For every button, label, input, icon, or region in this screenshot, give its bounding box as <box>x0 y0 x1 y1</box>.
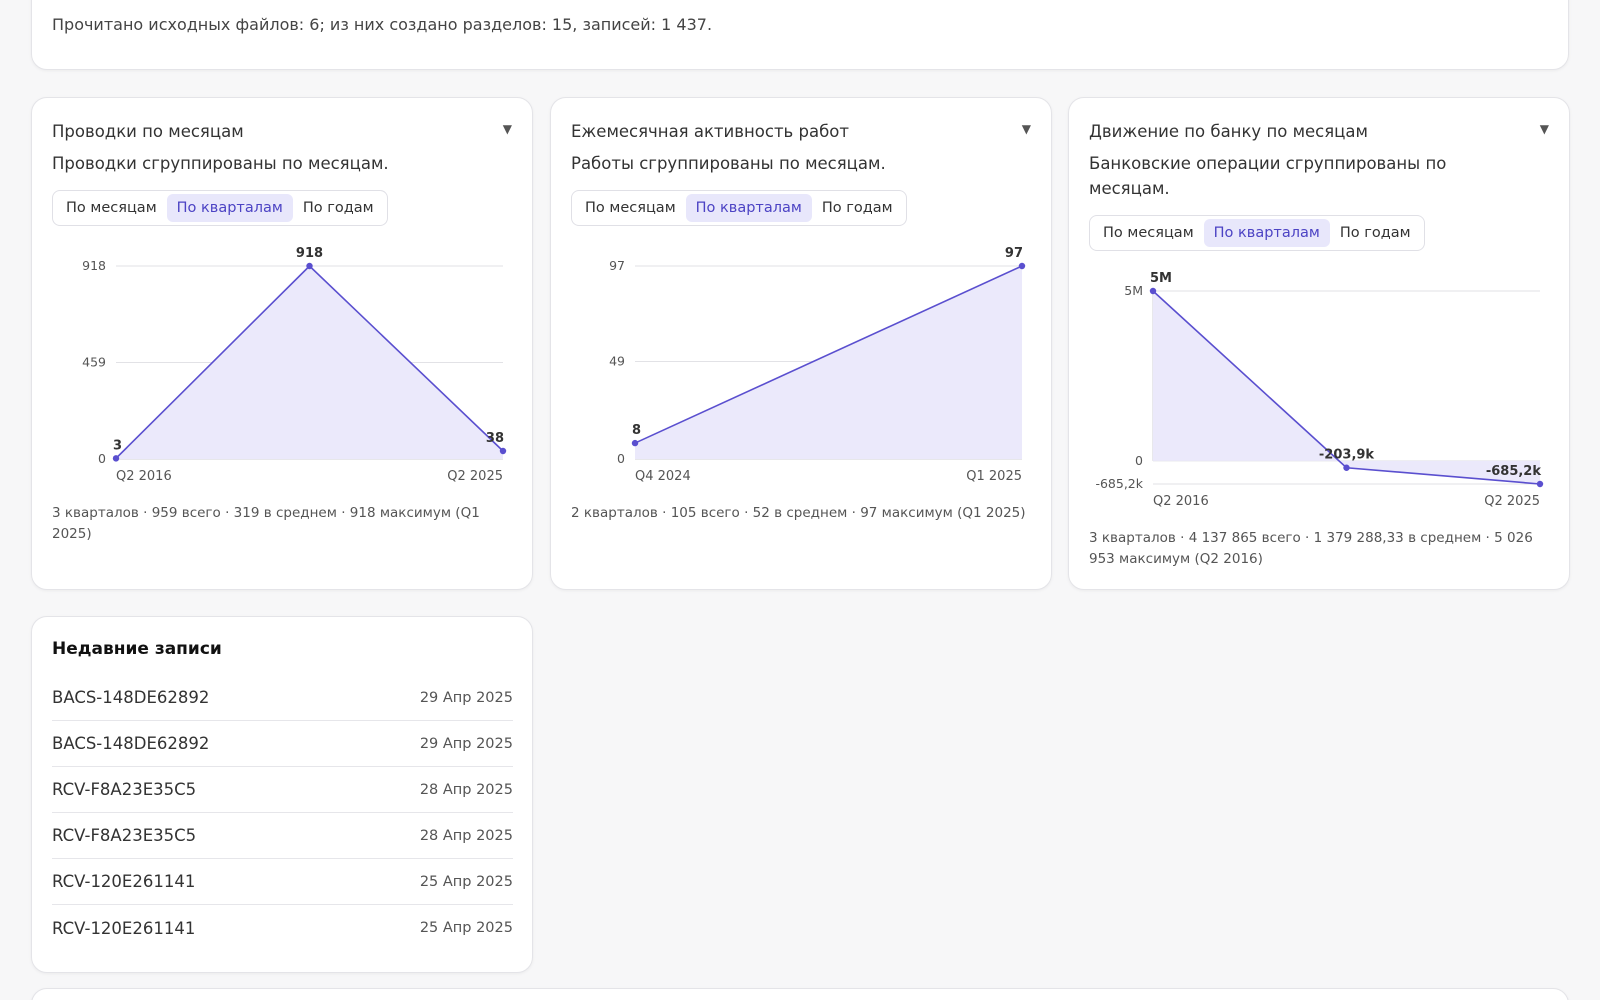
x-tick-label: Q1 2025 <box>966 469 1022 484</box>
period-toggle: По месяцам По кварталам По годам <box>52 190 388 226</box>
data-point <box>306 262 313 270</box>
data-label: 97 <box>1005 246 1023 261</box>
x-tick-label: Q2 2025 <box>1484 494 1540 509</box>
toggle-monthly[interactable]: По месяцам <box>1093 219 1204 247</box>
toggle-yearly[interactable]: По годам <box>293 194 384 222</box>
data-label: -203,9k <box>1319 448 1375 463</box>
chart-card-postings: Проводки по месяцам ▼ Проводки сгруппиро… <box>31 97 533 590</box>
chart-description: Проводки сгруппированы по месяцам. <box>52 154 389 173</box>
y-tick-label: 459 <box>82 355 106 370</box>
data-point <box>1536 480 1544 488</box>
chart-stats: 3 кварталов · 959 всего · 319 в среднем … <box>52 505 480 542</box>
data-point <box>1018 262 1026 270</box>
record-id: BACS-148DE62892 <box>52 688 210 707</box>
chart-description: Работы сгруппированы по месяцам. <box>571 154 886 173</box>
record-id: RCV-F8A23E35C5 <box>52 826 197 845</box>
y-tick-label: 0 <box>98 451 106 466</box>
series-line <box>634 265 1023 444</box>
chevron-down-icon[interactable]: ▼ <box>1021 122 1031 136</box>
area-chart-bank: -685,2k 0 5M 5M -203,9k -685,2k Q2 2016 Q2 2025 <box>1095 271 1544 509</box>
summary-card: Прочитано исходных файлов: 6; из них соз… <box>31 0 1569 70</box>
chevron-down-icon[interactable]: ▼ <box>502 122 512 136</box>
x-tick-label: Q4 2024 <box>635 469 691 484</box>
toggle-quarterly[interactable]: По кварталам <box>685 194 812 222</box>
chart-card-works: Ежемесячная активность работ ▼ Работы сг… <box>550 97 1052 590</box>
chart-title: Ежемесячная активность работ <box>571 122 849 141</box>
toggle-quarterly[interactable]: По кварталам <box>1203 219 1330 247</box>
series-area <box>116 266 503 459</box>
y-tick-label: 918 <box>82 258 106 273</box>
next-section-card <box>31 988 1569 1000</box>
toggle-monthly[interactable]: По месяцам <box>56 194 167 222</box>
toggle-yearly[interactable]: По годам <box>812 194 903 222</box>
chart-stats: 3 кварталов · 4 137 865 всего · 1 379 28… <box>1089 530 1533 567</box>
chart-stats: 2 кварталов · 105 всего · 52 в среднем ·… <box>571 505 1026 521</box>
data-label: -685,2k <box>1486 464 1542 479</box>
record-id: RCV-120E261141 <box>52 918 196 938</box>
area-chart-postings: 0 459 918 3 918 38 Q2 2016 Q2 2025 <box>82 246 507 484</box>
series-area <box>1153 291 1540 484</box>
x-tick-label: Q2 2016 <box>116 469 172 484</box>
record-date: 29 Апр 2025 <box>419 735 513 752</box>
data-label: 38 <box>486 431 504 446</box>
chart-title: Проводки по месяцам <box>52 122 244 141</box>
record-date: 25 Апр 2025 <box>419 873 513 890</box>
record-date: 28 Апр 2025 <box>419 827 513 844</box>
record-date: 29 Апр 2025 <box>419 689 513 706</box>
list-item[interactable]: BACS-148DE62892 29 Апр 2025 <box>52 721 513 767</box>
recent-records-title: Недавние записи <box>52 639 222 659</box>
record-id: RCV-120E261141 <box>52 872 196 891</box>
x-tick-label: Q2 2025 <box>447 469 503 484</box>
chart-description: Банковские операции сгруппированы по мес… <box>1089 154 1447 198</box>
record-date: 28 Апр 2025 <box>419 781 513 798</box>
data-point <box>631 439 639 447</box>
toggle-monthly[interactable]: По месяцам <box>575 194 686 222</box>
y-tick-label: 5M <box>1124 283 1143 298</box>
data-label: 918 <box>296 246 323 261</box>
chart-title: Движение по банку по месяцам <box>1089 122 1368 141</box>
recent-records-list: BACS-148DE62892 29 Апр 2025 BACS-148DE628… <box>52 675 513 951</box>
record-id: RCV-F8A23E35C5 <box>52 780 197 799</box>
record-date: 25 Апр 2025 <box>419 920 513 936</box>
list-item[interactable]: RCV-120E261141 25 Апр 2025 <box>52 905 513 951</box>
period-toggle: По месяцам По кварталам По годам <box>1089 215 1425 251</box>
summary-text: Прочитано исходных файлов: 6; из них соз… <box>52 15 713 34</box>
chart-card-bank: Движение по банку по месяцам ▼ Банковски… <box>1068 97 1570 590</box>
data-label: 5M <box>1150 271 1172 286</box>
x-tick-label: Q2 2016 <box>1153 494 1209 509</box>
list-item[interactable]: RCV-F8A23E35C5 28 Апр 2025 <box>52 767 513 813</box>
data-point <box>112 455 120 462</box>
data-label: 3 <box>113 438 122 453</box>
list-item[interactable]: BACS-148DE62892 29 Апр 2025 <box>52 675 513 721</box>
y-tick-label: -685,2k <box>1095 476 1143 491</box>
toggle-yearly[interactable]: По годам <box>1330 219 1421 247</box>
record-id: BACS-148DE62892 <box>52 734 210 753</box>
series-area <box>635 266 1022 459</box>
data-point <box>1343 464 1350 471</box>
toggle-quarterly[interactable]: По кварталам <box>166 194 293 222</box>
data-label: 8 <box>632 423 641 438</box>
y-tick-label: 0 <box>1135 453 1143 468</box>
data-point <box>499 447 507 455</box>
area-chart-works: 0 49 97 8 97 Q4 2024 Q1 2025 <box>609 246 1026 484</box>
period-toggle: По месяцам По кварталам По годам <box>571 190 907 226</box>
chevron-down-icon[interactable]: ▼ <box>1539 122 1549 136</box>
recent-records-card: Недавние записи BACS-148DE62892 29 Апр 20… <box>31 616 533 973</box>
y-tick-label: 0 <box>617 451 625 466</box>
data-point <box>1149 287 1157 295</box>
y-tick-label: 97 <box>609 258 625 273</box>
list-item[interactable]: RCV-120E261141 25 Апр 2025 <box>52 859 513 905</box>
list-item[interactable]: RCV-F8A23E35C5 28 Апр 2025 <box>52 813 513 859</box>
y-tick-label: 49 <box>609 354 625 369</box>
